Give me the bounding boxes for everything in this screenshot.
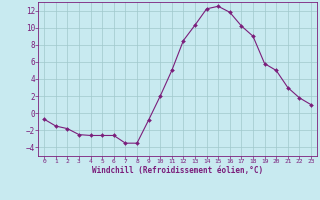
X-axis label: Windchill (Refroidissement éolien,°C): Windchill (Refroidissement éolien,°C) (92, 166, 263, 175)
